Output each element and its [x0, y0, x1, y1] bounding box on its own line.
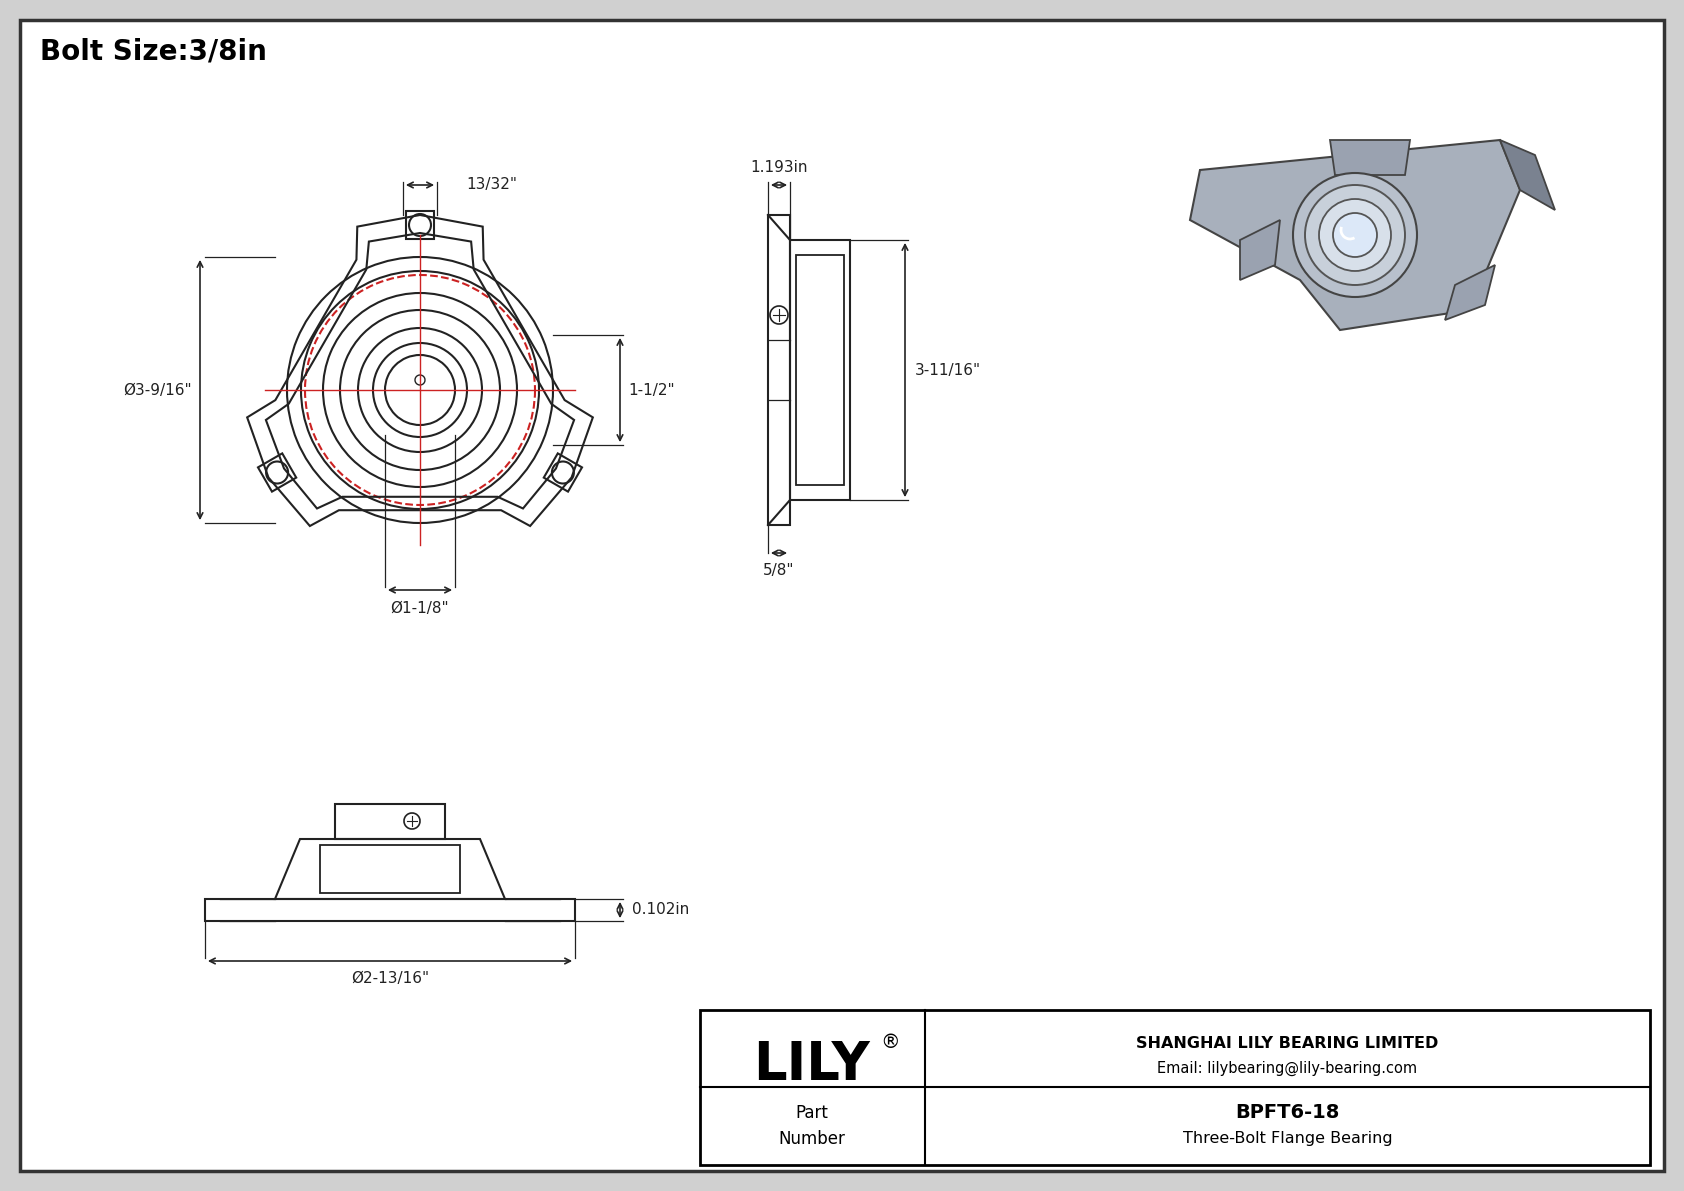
Bar: [797, 255, 844, 485]
Bar: [320, 844, 460, 893]
Text: BPFT6-18: BPFT6-18: [1236, 1103, 1340, 1122]
Text: Ø1-1/8": Ø1-1/8": [391, 600, 450, 616]
Bar: [335, 804, 445, 838]
Bar: [701, 1010, 1650, 1165]
Text: 1-1/2": 1-1/2": [628, 382, 675, 398]
Text: 0.102in: 0.102in: [632, 903, 689, 917]
Bar: [205, 899, 574, 921]
Text: Bolt Size:3/8in: Bolt Size:3/8in: [40, 38, 266, 66]
Circle shape: [1293, 173, 1416, 297]
Text: 1.193in: 1.193in: [751, 160, 808, 175]
Polygon shape: [1445, 266, 1495, 320]
Polygon shape: [1191, 141, 1521, 330]
Bar: [768, 216, 790, 525]
Bar: [406, 211, 434, 239]
Text: LILY: LILY: [754, 1039, 871, 1091]
Polygon shape: [1330, 141, 1410, 175]
Text: Ø3-9/16": Ø3-9/16": [123, 382, 192, 398]
Bar: [790, 241, 850, 500]
Text: SHANGHAI LILY BEARING LIMITED: SHANGHAI LILY BEARING LIMITED: [1137, 1035, 1438, 1050]
Polygon shape: [1500, 141, 1554, 210]
Bar: [258, 454, 296, 492]
Circle shape: [1334, 213, 1378, 257]
Text: 13/32": 13/32": [466, 177, 517, 193]
Text: Part
Number: Part Number: [778, 1104, 845, 1147]
Text: Email: lilybearing@lily-bearing.com: Email: lilybearing@lily-bearing.com: [1157, 1060, 1418, 1075]
Text: Three-Bolt Flange Bearing: Three-Bolt Flange Bearing: [1182, 1131, 1393, 1147]
Circle shape: [1305, 185, 1404, 285]
Text: 3-11/16": 3-11/16": [914, 362, 982, 378]
Bar: [544, 454, 583, 492]
Text: Ø2-13/16": Ø2-13/16": [350, 972, 429, 986]
Polygon shape: [1239, 220, 1280, 280]
Text: ®: ®: [881, 1034, 899, 1053]
Text: 5/8": 5/8": [763, 563, 795, 579]
Circle shape: [1319, 199, 1391, 272]
